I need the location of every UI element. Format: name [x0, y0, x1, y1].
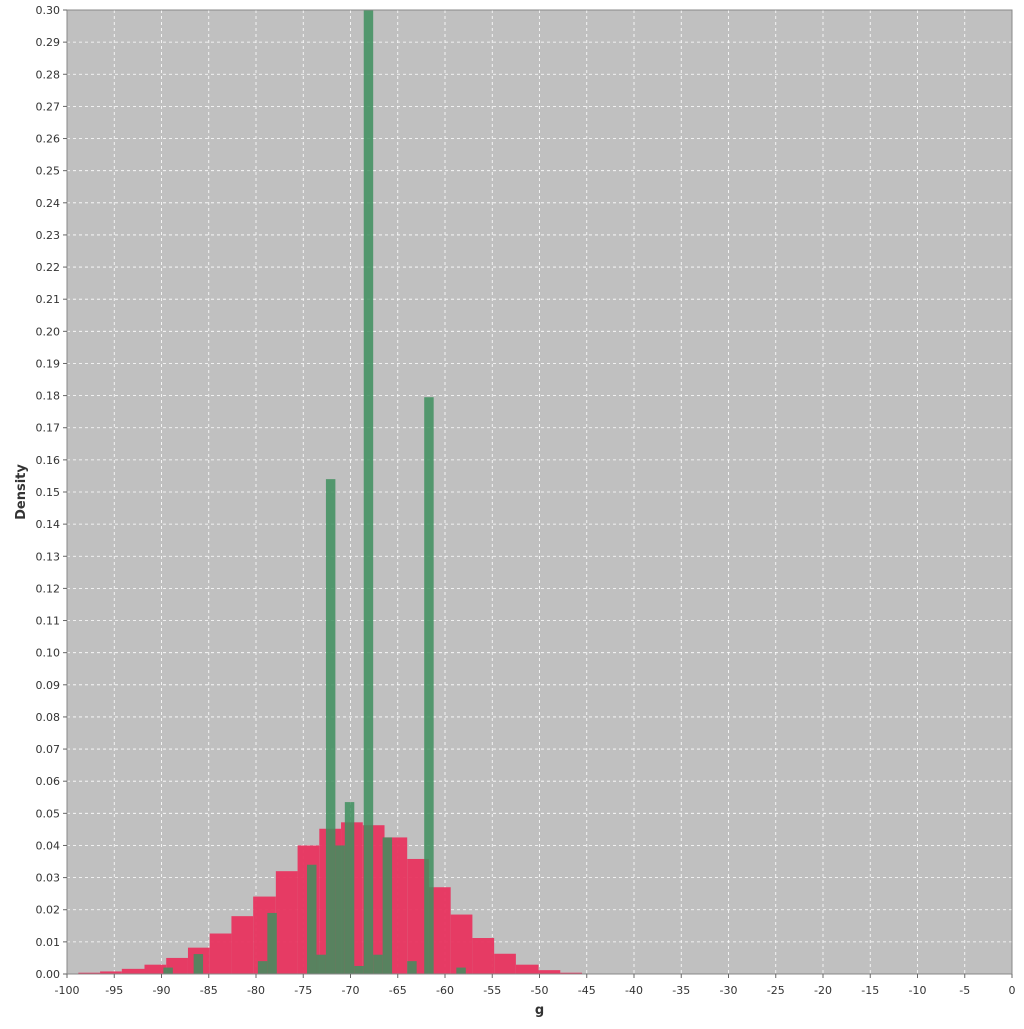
histogram-bar [472, 938, 495, 974]
histogram-bar [193, 954, 204, 974]
histogram-bar [257, 961, 268, 974]
histogram-bar [100, 971, 122, 974]
x-tick-label: -35 [672, 984, 690, 997]
y-tick-label: 0.28 [36, 68, 61, 81]
y-tick-label: 0.15 [36, 486, 61, 499]
histogram-bar [163, 967, 173, 974]
y-tick-label: 0.26 [36, 133, 61, 146]
y-tick-label: 0.25 [36, 165, 61, 178]
y-tick-label: 0.10 [36, 647, 61, 660]
y-tick-label: 0.07 [36, 743, 61, 756]
histogram-bar [456, 967, 466, 974]
x-tick-label: -80 [247, 984, 265, 997]
grid-lines [67, 10, 1012, 974]
histogram-bar [407, 858, 429, 974]
y-tick-label: 0.02 [36, 904, 61, 917]
x-tick-label: -5 [959, 984, 970, 997]
histogram-bar [450, 914, 473, 974]
x-tick-label: -60 [436, 984, 454, 997]
histogram-bar [407, 961, 417, 974]
y-tick-label: 0.09 [36, 679, 61, 692]
x-axis-ticks: -100 -95 -90 -85 -80 -75 -70 -65 -60 -55 -50 -45 -40… [55, 974, 1016, 997]
histogram-bars [78, 10, 583, 974]
y-tick-label: 0.23 [36, 229, 61, 242]
y-tick-label: 0.00 [36, 968, 61, 981]
y-tick-label: 0.16 [36, 454, 61, 467]
y-tick-label: 0.01 [36, 936, 61, 949]
histogram-bar [494, 953, 516, 974]
x-tick-label: -65 [389, 984, 407, 997]
y-tick-label: 0.18 [36, 390, 61, 403]
y-tick-label: 0.29 [36, 36, 61, 49]
y-tick-label: 0.05 [36, 807, 61, 820]
x-tick-label: -30 [720, 984, 738, 997]
y-axis-ticks: 0.00 0.01 0.02 0.03 0.04 0.05 0.06 0.07 0.08 0.09… [36, 4, 67, 981]
x-tick-label: -40 [625, 984, 643, 997]
histogram-bar [316, 954, 326, 974]
histogram-bar [144, 964, 167, 974]
y-tick-label: 0.06 [36, 775, 61, 788]
x-tick-label: -50 [531, 984, 549, 997]
histogram-bar [307, 864, 317, 974]
x-tick-label: -70 [342, 984, 360, 997]
histogram-bar [209, 933, 232, 974]
y-tick-label: 0.20 [36, 325, 61, 338]
histogram-bar [344, 802, 355, 974]
y-tick-label: 0.08 [36, 711, 61, 724]
histogram-bar [325, 479, 336, 974]
histogram-bar [267, 912, 277, 974]
y-tick-label: 0.14 [36, 518, 61, 531]
histogram-bar [363, 10, 374, 974]
x-axis-title: g [535, 1003, 544, 1018]
histogram-bar [335, 845, 345, 974]
y-tick-label: 0.24 [36, 197, 61, 210]
x-tick-label: -95 [105, 984, 123, 997]
histogram-bar [78, 972, 101, 974]
x-tick-label: -100 [55, 984, 80, 997]
y-tick-label: 0.03 [36, 872, 61, 885]
histogram-bar [428, 887, 451, 974]
y-tick-label: 0.17 [36, 422, 61, 435]
x-tick-label: -15 [861, 984, 879, 997]
x-tick-label: -85 [200, 984, 218, 997]
histogram-bar [373, 954, 383, 974]
histogram-bar [515, 964, 539, 974]
y-tick-label: 0.13 [36, 550, 61, 563]
x-tick-label: -45 [578, 984, 596, 997]
y-tick-label: 0.27 [36, 100, 61, 113]
y-axis-title: Density [14, 464, 29, 520]
y-tick-label: 0.30 [36, 4, 61, 17]
histogram-bar [231, 916, 254, 974]
x-tick-label: -90 [153, 984, 171, 997]
histogram-bar [275, 871, 298, 974]
x-tick-label: -55 [483, 984, 501, 997]
histogram-bar [354, 965, 364, 974]
histogram-bar [121, 968, 145, 974]
y-tick-label: 0.21 [36, 293, 61, 306]
x-tick-label: -25 [767, 984, 785, 997]
x-tick-label: -10 [909, 984, 927, 997]
x-tick-label: -75 [294, 984, 312, 997]
y-tick-label: 0.22 [36, 261, 61, 274]
y-tick-label: 0.19 [36, 357, 61, 370]
y-tick-label: 0.04 [36, 839, 61, 852]
y-tick-label: 0.12 [36, 582, 61, 595]
x-tick-label: -20 [814, 984, 832, 997]
histogram-bar [382, 837, 393, 974]
histogram-bar [424, 397, 434, 974]
histogram-bar [538, 970, 561, 974]
series-1 [163, 10, 466, 974]
histogram-bar [560, 972, 583, 974]
y-tick-label: 0.11 [36, 615, 61, 628]
x-tick-label: 0 [1009, 984, 1016, 997]
